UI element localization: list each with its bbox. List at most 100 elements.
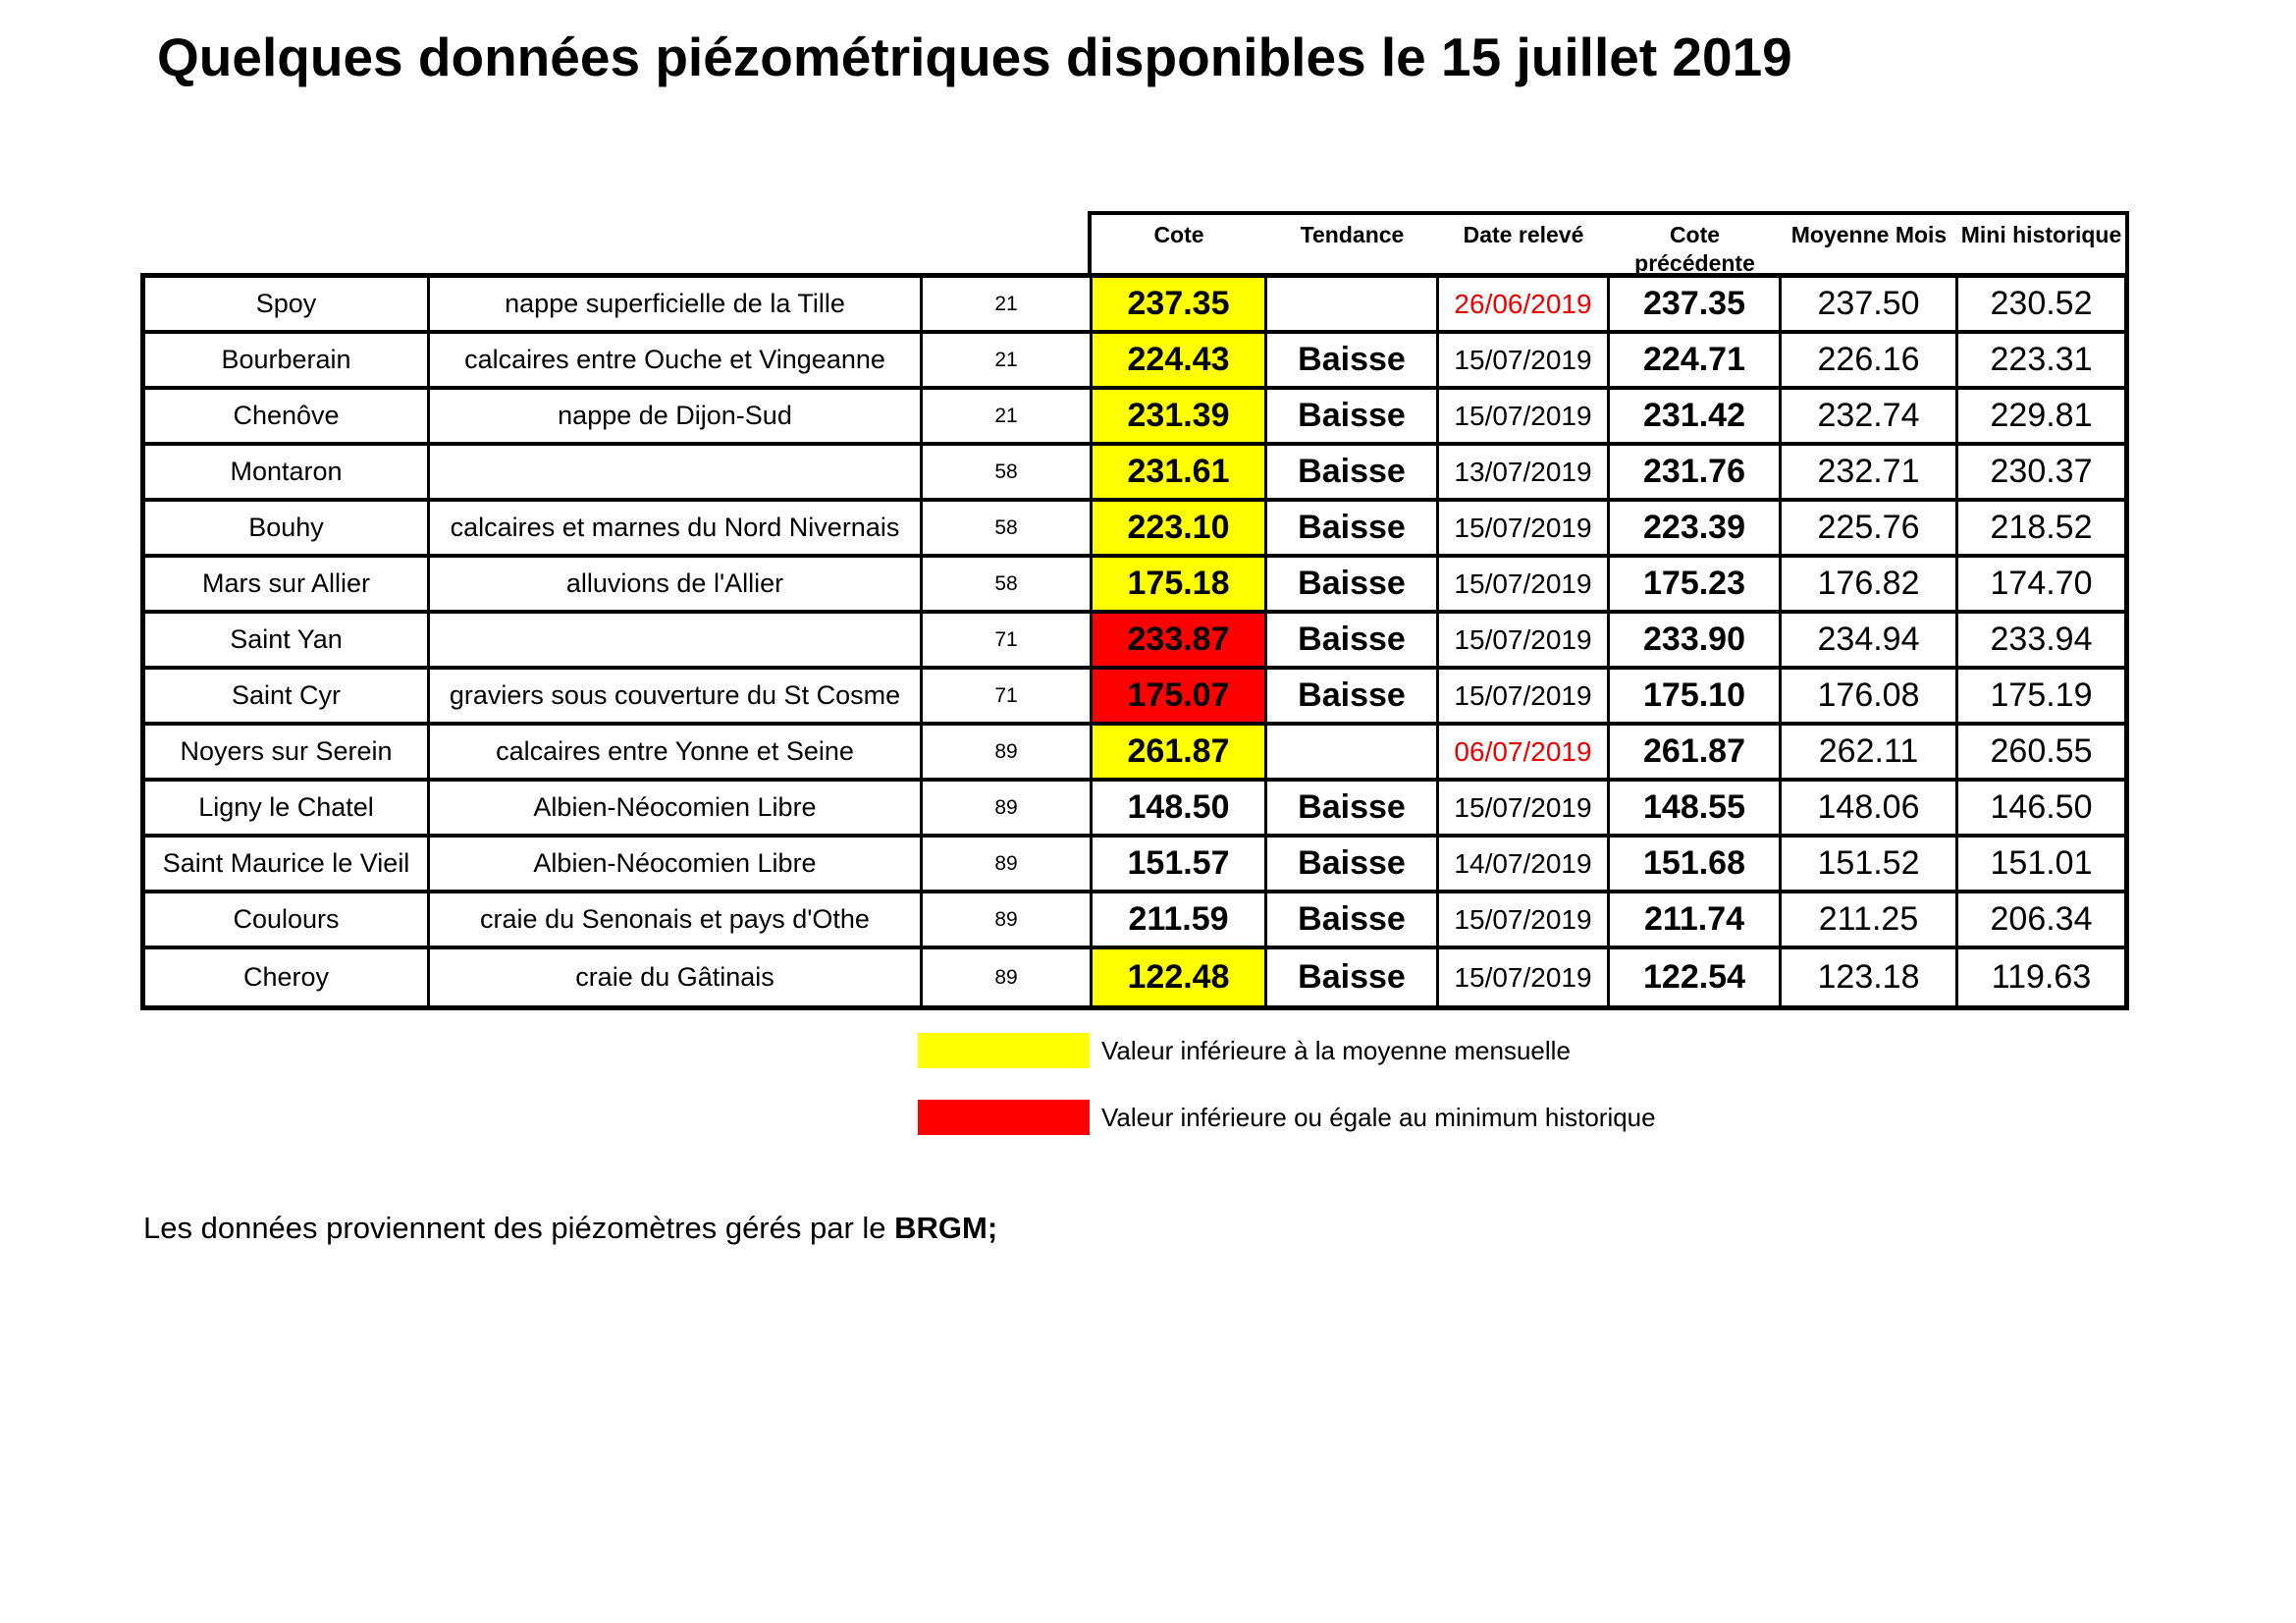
cell-station: Cheroy <box>145 949 430 1005</box>
cell-mini-historique: 119.63 <box>1958 949 2124 1005</box>
cell-station: Saint Yan <box>145 614 430 666</box>
cell-aquifer: craie du Gâtinais <box>430 949 923 1005</box>
cell-cote-precedente: 175.10 <box>1610 670 1782 722</box>
cell-department: 21 <box>923 278 1093 330</box>
cell-mini-historique: 218.52 <box>1958 502 2124 554</box>
legend-label-red: Valeur inférieure ou égale au minimum hi… <box>1101 1102 1656 1132</box>
cell-department: 21 <box>923 334 1093 386</box>
table-row: Ligny le Chatel Albien-Néocomien Libre 8… <box>145 782 2124 838</box>
cell-date-releve: 15/07/2019 <box>1439 670 1610 722</box>
cell-department: 89 <box>923 782 1093 834</box>
cell-department: 71 <box>923 614 1093 666</box>
cell-moyenne-mois: 232.71 <box>1782 446 1958 498</box>
cell-station: Montaron <box>145 446 430 498</box>
cell-cote: 175.07 <box>1093 670 1267 722</box>
cell-aquifer: Albien-Néocomien Libre <box>430 838 923 890</box>
table-row: Noyers sur Serein calcaires entre Yonne … <box>145 726 2124 782</box>
cell-tendance: Baisse <box>1267 782 1439 834</box>
cell-mini-historique: 151.01 <box>1958 838 2124 890</box>
cell-mini-historique: 174.70 <box>1958 558 2124 610</box>
cell-cote-precedente: 261.87 <box>1610 726 1782 778</box>
cell-date-releve: 15/07/2019 <box>1439 502 1610 554</box>
cell-station: Spoy <box>145 278 430 330</box>
table-row: Saint Cyr graviers sous couverture du St… <box>145 670 2124 726</box>
footer-source-brgm: BRGM; <box>894 1211 998 1245</box>
cell-aquifer: calcaires entre Ouche et Vingeanne <box>430 334 923 386</box>
footer-text: Les données proviennent des piézomètres … <box>143 1211 895 1245</box>
cell-tendance: Baisse <box>1267 949 1439 1005</box>
cell-aquifer <box>430 614 923 666</box>
cell-department: 89 <box>923 726 1093 778</box>
table-row: Coulours craie du Senonais et pays d'Oth… <box>145 893 2124 949</box>
cell-station: Coulours <box>145 893 430 946</box>
cell-cote: 122.48 <box>1093 949 1267 1005</box>
cell-aquifer: calcaires et marnes du Nord Nivernais <box>430 502 923 554</box>
cell-aquifer: nappe superficielle de la Tille <box>430 278 923 330</box>
cell-date-releve: 06/07/2019 <box>1439 726 1610 778</box>
cell-mini-historique: 229.81 <box>1958 390 2124 442</box>
cell-tendance: Baisse <box>1267 446 1439 498</box>
legend-swatch-red <box>918 1100 1090 1135</box>
cell-tendance <box>1267 278 1439 330</box>
cell-mini-historique: 230.37 <box>1958 446 2124 498</box>
cell-moyenne-mois: 237.50 <box>1782 278 1958 330</box>
table-row: Saint Maurice le Vieil Albien-Néocomien … <box>145 838 2124 893</box>
cell-station: Noyers sur Serein <box>145 726 430 778</box>
header-moyenne-mois: Moyenne Mois <box>1790 222 1948 247</box>
cell-cote-precedente: 148.55 <box>1610 782 1782 834</box>
cell-aquifer: alluvions de l'Allier <box>430 558 923 610</box>
cell-moyenne-mois: 123.18 <box>1782 949 1958 1005</box>
cell-station: Saint Cyr <box>145 670 430 722</box>
cell-department: 21 <box>923 390 1093 442</box>
cell-mini-historique: 146.50 <box>1958 782 2124 834</box>
header-tendance: Tendance <box>1300 222 1405 247</box>
footer-note: Les données proviennent des piézomètres … <box>143 1211 997 1246</box>
cell-cote: 148.50 <box>1093 782 1267 834</box>
cell-cote: 224.43 <box>1093 334 1267 386</box>
page-title: Quelques données piézométriques disponib… <box>157 27 1792 87</box>
cell-cote-precedente: 231.42 <box>1610 390 1782 442</box>
header-mini-historique: Mini historique <box>1960 222 2122 247</box>
cell-mini-historique: 233.94 <box>1958 614 2124 666</box>
cell-date-releve: 14/07/2019 <box>1439 838 1610 890</box>
cell-department: 89 <box>923 893 1093 946</box>
cell-aquifer: Albien-Néocomien Libre <box>430 782 923 834</box>
table-row: Montaron 58 231.61 Baisse 13/07/2019 231… <box>145 446 2124 502</box>
cell-cote-precedente: 231.76 <box>1610 446 1782 498</box>
cell-department: 58 <box>923 446 1093 498</box>
cell-date-releve: 13/07/2019 <box>1439 446 1610 498</box>
cell-cote: 231.61 <box>1093 446 1267 498</box>
legend-swatch-yellow <box>918 1033 1090 1068</box>
cell-department: 58 <box>923 558 1093 610</box>
cell-cote: 223.10 <box>1093 502 1267 554</box>
cell-cote: 231.39 <box>1093 390 1267 442</box>
cell-cote: 237.35 <box>1093 278 1267 330</box>
cell-cote: 261.87 <box>1093 726 1267 778</box>
table-row: Spoy nappe superficielle de la Tille 21 … <box>145 278 2124 334</box>
cell-moyenne-mois: 232.74 <box>1782 390 1958 442</box>
table-row: Saint Yan 71 233.87 Baisse 15/07/2019 23… <box>145 614 2124 670</box>
cell-department: 89 <box>923 838 1093 890</box>
cell-moyenne-mois: 226.16 <box>1782 334 1958 386</box>
cell-tendance: Baisse <box>1267 838 1439 890</box>
cell-station: Mars sur Allier <box>145 558 430 610</box>
cell-mini-historique: 206.34 <box>1958 893 2124 946</box>
cell-cote-precedente: 122.54 <box>1610 949 1782 1005</box>
cell-tendance: Baisse <box>1267 614 1439 666</box>
cell-date-releve: 15/07/2019 <box>1439 334 1610 386</box>
cell-mini-historique: 175.19 <box>1958 670 2124 722</box>
cell-department: 71 <box>923 670 1093 722</box>
table-row: Chenôve nappe de Dijon-Sud 21 231.39 Bai… <box>145 390 2124 446</box>
cell-moyenne-mois: 176.82 <box>1782 558 1958 610</box>
cell-aquifer: graviers sous couverture du St Cosme <box>430 670 923 722</box>
header-cote: Cote <box>1153 222 1204 247</box>
cell-mini-historique: 260.55 <box>1958 726 2124 778</box>
cell-station: Chenôve <box>145 390 430 442</box>
legend-item-at-or-below-historic-min: Valeur inférieure ou égale au minimum hi… <box>918 1100 1656 1135</box>
cell-cote: 211.59 <box>1093 893 1267 946</box>
cell-date-releve: 15/07/2019 <box>1439 782 1610 834</box>
cell-cote-precedente: 151.68 <box>1610 838 1782 890</box>
cell-station: Bourberain <box>145 334 430 386</box>
cell-date-releve: 15/07/2019 <box>1439 558 1610 610</box>
cell-moyenne-mois: 211.25 <box>1782 893 1958 946</box>
